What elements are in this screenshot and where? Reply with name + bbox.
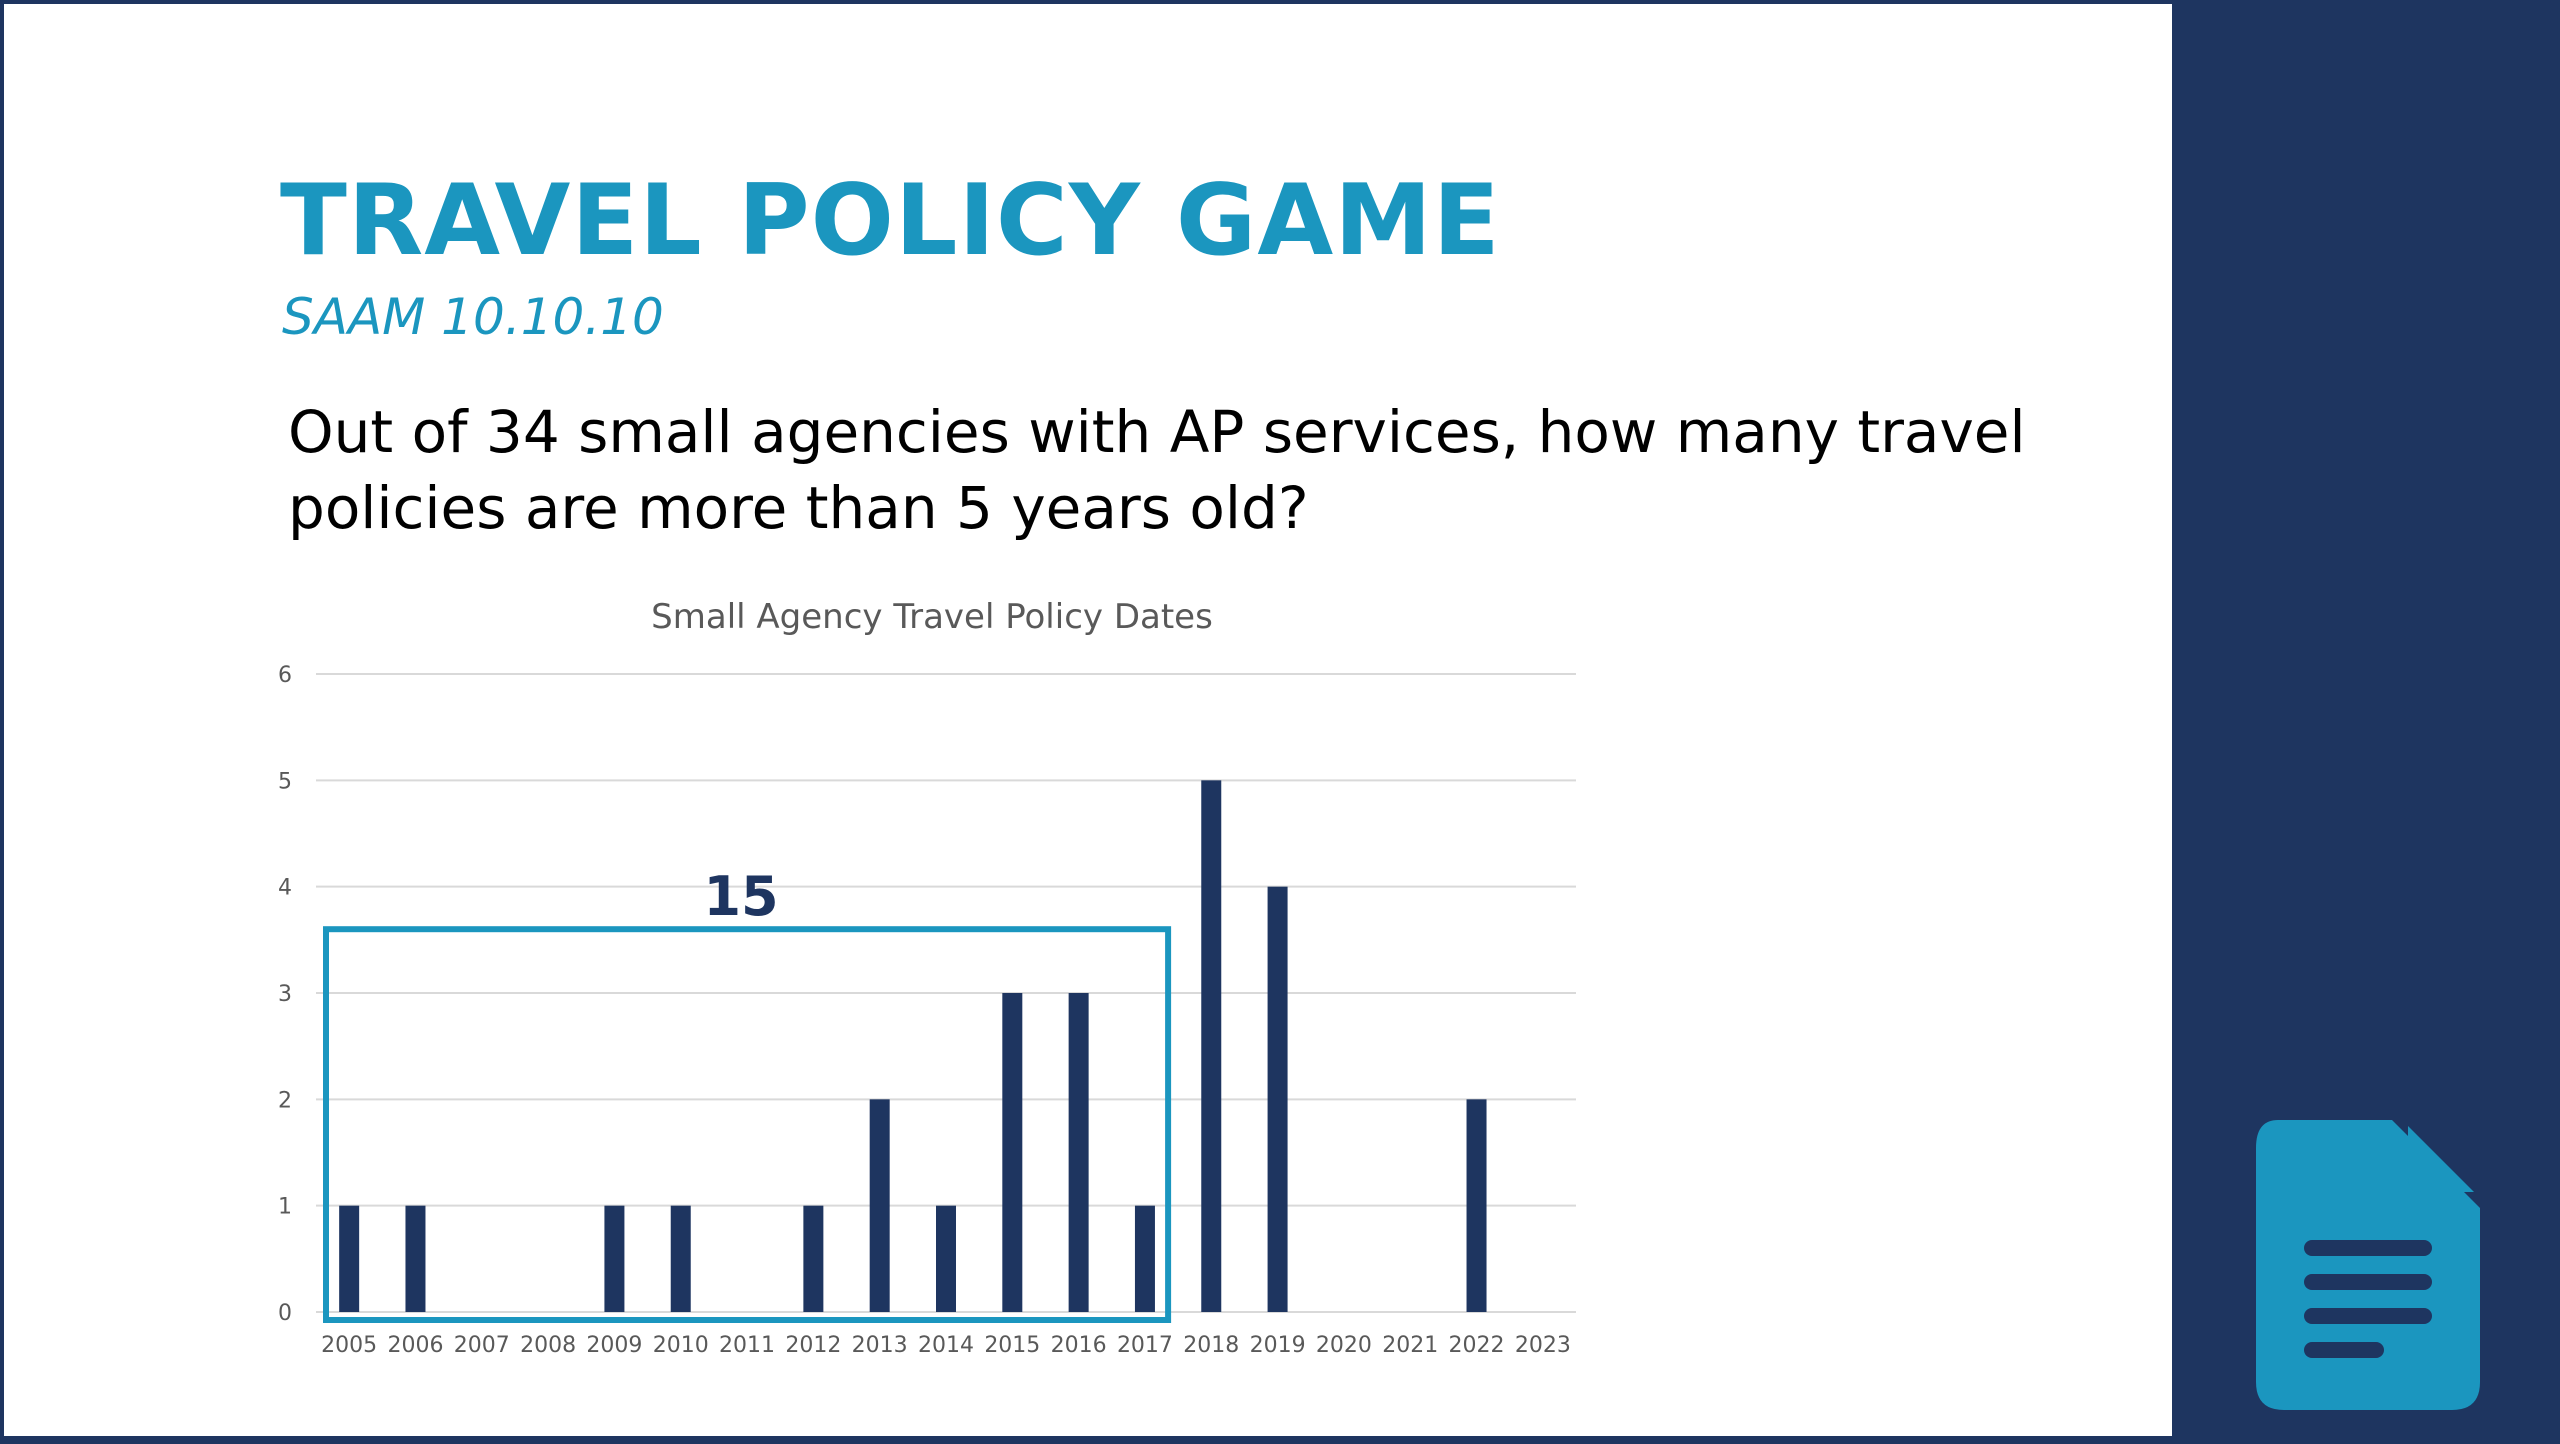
- chart-area: Small Agency Travel Policy Dates 0 1 2 3 4 5 6…: [4, 4, 2180, 1444]
- bar-2005: [339, 1205, 360, 1312]
- x-tick-label: 2010: [653, 1333, 709, 1358]
- x-axis-tick-labels: 2005 2006 2007 2008 2009 2010 2011 2012 2013 2014…: [321, 1333, 1571, 1358]
- document-icon: [2256, 1120, 2480, 1410]
- question-text: Out of 34 small agencies with AP service…: [288, 398, 2026, 542]
- slide: TRAVEL POLICY GAME SAAM 10.10.10 Out of …: [0, 0, 2176, 1440]
- y-axis-tick-labels: 0 1 2 3 4 5 6: [278, 663, 292, 1326]
- highlight-label: 15: [703, 865, 778, 928]
- bars: [339, 780, 1487, 1312]
- slide-title: TRAVEL POLICY GAME: [280, 164, 1501, 278]
- chart-title: Small Agency Travel Policy Dates: [651, 597, 1213, 637]
- slide-subtitle: SAAM 10.10.10: [282, 288, 664, 346]
- y-tick-label: 0: [278, 1301, 292, 1326]
- bar-chart: Small Agency Travel Policy Dates 0 1 2 3 4 5 6…: [278, 597, 1576, 1358]
- y-tick-label: 6: [278, 663, 292, 688]
- bar-2010: [670, 1205, 691, 1312]
- x-tick-label: 2005: [321, 1333, 377, 1358]
- x-tick-label: 2018: [1183, 1333, 1239, 1358]
- bar-2009: [604, 1205, 625, 1312]
- x-tick-label: 2006: [387, 1333, 443, 1358]
- x-tick-label: 2022: [1449, 1333, 1505, 1358]
- bar-2018: [1201, 780, 1222, 1312]
- x-tick-label: 2009: [586, 1333, 642, 1358]
- y-tick-label: 2: [278, 1088, 292, 1113]
- y-tick-label: 3: [278, 982, 292, 1007]
- x-tick-label: 2023: [1515, 1333, 1571, 1358]
- x-tick-label: 2016: [1051, 1333, 1107, 1358]
- x-tick-label: 2012: [785, 1333, 841, 1358]
- y-tick-label: 4: [278, 876, 292, 901]
- y-tick-label: 1: [278, 1195, 292, 1220]
- bar-2016: [1068, 993, 1089, 1312]
- x-tick-label: 2008: [520, 1333, 576, 1358]
- x-tick-label: 2015: [984, 1333, 1040, 1358]
- x-tick-label: 2007: [454, 1333, 510, 1358]
- bar-2017: [1134, 1205, 1155, 1312]
- x-tick-label: 2014: [918, 1333, 974, 1358]
- bar-2022: [1466, 1099, 1487, 1312]
- x-tick-label: 2019: [1250, 1333, 1306, 1358]
- highlight-box: [323, 926, 1172, 1323]
- bar-2012: [803, 1205, 824, 1312]
- bar-2015: [1002, 993, 1023, 1312]
- bar-2006: [405, 1205, 426, 1312]
- bar-2014: [936, 1205, 956, 1312]
- x-tick-label: 2020: [1316, 1333, 1372, 1358]
- y-tick-label: 5: [278, 769, 292, 794]
- x-tick-label: 2011: [719, 1333, 775, 1358]
- x-tick-label: 2013: [852, 1333, 908, 1358]
- x-tick-label: 2017: [1117, 1333, 1173, 1358]
- bar-2013: [869, 1099, 890, 1312]
- x-tick-label: 2021: [1382, 1333, 1438, 1358]
- bar-2019: [1267, 886, 1288, 1312]
